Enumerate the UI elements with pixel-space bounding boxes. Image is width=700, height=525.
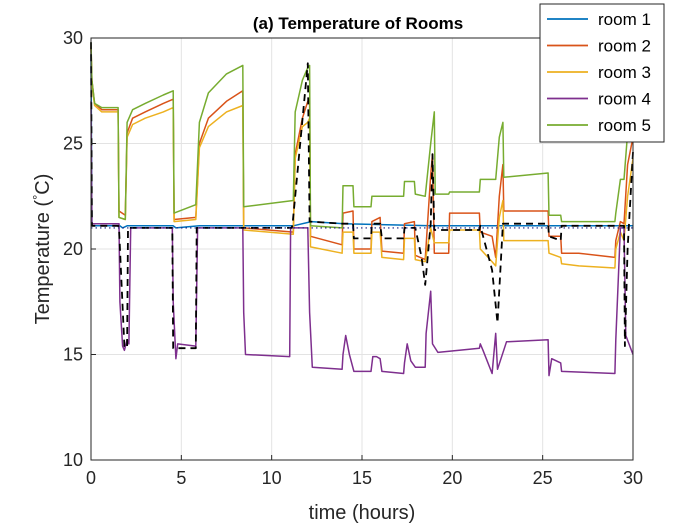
- x-tick-label: 15: [352, 468, 372, 488]
- legend-label: room 2: [598, 37, 651, 56]
- series-line-room-2: [90, 46, 634, 261]
- x-tick-label: 30: [623, 468, 643, 488]
- x-tick-label: 5: [176, 468, 186, 488]
- y-tick-label: 10: [63, 450, 83, 470]
- ticks: 0 5 10 15 20 25 30 10 15 20 25 30: [63, 28, 643, 488]
- y-axis-label-main: Temperature (: [32, 200, 54, 325]
- y-axis-label: Temperature (°C): [30, 174, 54, 325]
- y-tick-label: 30: [63, 28, 83, 48]
- x-tick-label: 10: [262, 468, 282, 488]
- series-line-room-1: [90, 48, 633, 229]
- legend-label: room 1: [598, 10, 651, 29]
- series-line-room-4: [90, 101, 634, 377]
- x-tick-label: 25: [533, 468, 553, 488]
- legend-box: [539, 3, 665, 143]
- series-layer: [90, 42, 634, 377]
- y-axis-label-unit: C): [32, 174, 54, 195]
- series-line-dashed: [90, 42, 634, 350]
- series-line-room-3: [90, 48, 634, 269]
- y-tick-label: 25: [63, 134, 83, 154]
- y-axis-label-degree: °: [30, 195, 45, 200]
- y-tick-label: 15: [63, 345, 83, 365]
- chart-title: (a) Temperature of Rooms: [253, 14, 463, 33]
- x-tick-label: 0: [86, 468, 96, 488]
- legend-label: room 4: [598, 90, 651, 109]
- legend-label: room 3: [598, 63, 651, 82]
- x-tick-label: 20: [442, 468, 462, 488]
- y-tick-label: 20: [63, 239, 83, 259]
- legend-items: room 1 room 2 room 3 room 4 room 5: [547, 10, 651, 135]
- legend-label: room 5: [598, 116, 651, 135]
- x-axis-label: time (hours): [309, 502, 416, 524]
- legend: room 1 room 2 room 3 room 4 room 5: [539, 3, 665, 143]
- series-line-room-5: [90, 42, 634, 229]
